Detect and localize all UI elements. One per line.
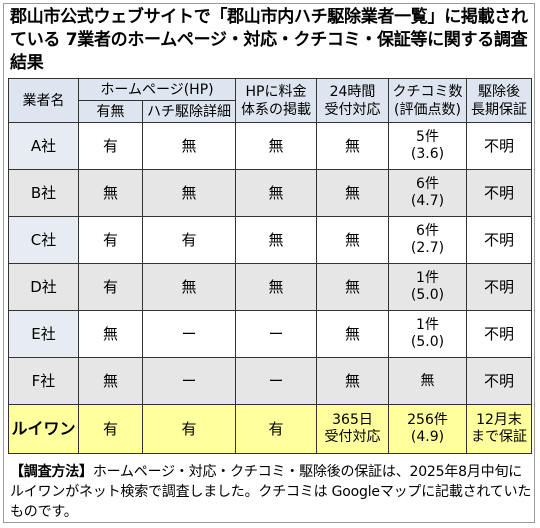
- reviews-cell: 無: [388, 357, 468, 405]
- table-row: A社 有 無 無 無 5件 (3.6) 不明: [8, 122, 533, 170]
- table-row: F社 無 ー ー 無 無 不明: [8, 357, 533, 405]
- note-label: 【調査方法】: [10, 464, 93, 480]
- company-name: F社: [8, 357, 79, 405]
- hp-detail-cell: 無: [141, 263, 237, 311]
- header-reviews: クチコミ数 (評価点数): [388, 78, 468, 123]
- reviews-cell: 5件 (3.6): [388, 122, 468, 170]
- reviews-cell: 6件 (2.7): [388, 216, 468, 264]
- price-cell: 無: [235, 122, 318, 170]
- header-hp-exists: 有無: [78, 100, 143, 123]
- h24-cell: 無: [316, 357, 390, 405]
- reviews-cell: 256件 (4.9): [388, 404, 468, 454]
- warranty-cell: 不明: [466, 169, 533, 217]
- warranty-cell: 不明: [466, 122, 533, 170]
- company-name: B社: [8, 169, 79, 217]
- page-frame: [3, 3, 535, 523]
- header-hp-detail: ハチ駆除詳細: [141, 100, 237, 123]
- company-name: ルイワン: [8, 404, 79, 454]
- hp-detail-cell: 有: [141, 404, 237, 454]
- price-cell: 有: [235, 404, 318, 454]
- warranty-cell: 不明: [466, 216, 533, 264]
- header-company: 業者名: [8, 78, 79, 123]
- hp-detail-cell: 無: [141, 169, 237, 217]
- survey-table: 業者名 ホームページ(HP) HPに料金 体系の掲載 24時間 受付対応 クチコミ数…: [8, 78, 533, 454]
- hp-exists-cell: 無: [78, 169, 143, 217]
- note-text: ホームページ・対応・クチコミ・駆除後の保証は、2025年8月中旬にルイワンがネッ…: [10, 464, 532, 520]
- h24-cell: 無: [316, 169, 390, 217]
- reviews-cell: 1件 (5.0): [388, 263, 468, 311]
- table-row: C社 有 有 無 無 6件 (2.7) 不明: [8, 216, 533, 264]
- hp-detail-cell: ー: [141, 357, 237, 405]
- h24-cell: 無: [316, 122, 390, 170]
- company-name: A社: [8, 122, 79, 170]
- warranty-cell: 不明: [466, 263, 533, 311]
- h24-cell: 無: [316, 310, 390, 358]
- price-cell: ー: [235, 357, 318, 405]
- hp-detail-cell: 無: [141, 122, 237, 170]
- hp-exists-cell: 有: [78, 263, 143, 311]
- hp-detail-cell: 有: [141, 216, 237, 264]
- reviews-cell: 6件 (4.7): [388, 169, 468, 217]
- hp-exists-cell: 有: [78, 404, 143, 454]
- header-24h: 24時間 受付対応: [316, 78, 390, 123]
- price-cell: 無: [235, 216, 318, 264]
- table-row: E社 無 ー ー 無 1件 (5.0) 不明: [8, 310, 533, 358]
- hp-exists-cell: 有: [78, 122, 143, 170]
- price-cell: 無: [235, 263, 318, 311]
- price-cell: 無: [235, 169, 318, 217]
- h24-cell: 365日 受付対応: [316, 404, 390, 454]
- header-price: HPに料金 体系の掲載: [235, 78, 318, 123]
- hp-exists-cell: 有: [78, 216, 143, 264]
- warranty-cell: 12月末 まで保証: [466, 404, 533, 454]
- header-hp-group: ホームページ(HP): [77, 78, 237, 101]
- table-row-highlight: ルイワン 有 有 有 365日 受付対応 256件 (4.9) 12月末 まで保証: [8, 404, 533, 454]
- reviews-cell: 1件 (5.0): [388, 310, 468, 358]
- h24-cell: 無: [316, 216, 390, 264]
- h24-cell: 無: [316, 263, 390, 311]
- header-warranty: 駆除後 長期保証: [466, 78, 533, 123]
- page-title: 郡山市公式ウェブサイトで「郡山市内ハチ駆除業者一覧」に掲載されている 7業者のホ…: [10, 7, 528, 73]
- company-name: C社: [8, 216, 79, 264]
- table-row: B社 無 無 無 無 6件 (4.7) 不明: [8, 169, 533, 217]
- company-name: E社: [8, 310, 79, 358]
- hp-exists-cell: 無: [78, 310, 143, 358]
- table-header: 業者名 ホームページ(HP) HPに料金 体系の掲載 24時間 受付対応 クチコミ数…: [8, 78, 533, 123]
- price-cell: ー: [235, 310, 318, 358]
- warranty-cell: 不明: [466, 310, 533, 358]
- hp-detail-cell: ー: [141, 310, 237, 358]
- hp-exists-cell: 無: [78, 357, 143, 405]
- warranty-cell: 不明: [466, 357, 533, 405]
- survey-method-note: 【調査方法】ホームページ・対応・クチコミ・駆除後の保証は、2025年8月中旬にル…: [10, 462, 532, 522]
- company-name: D社: [8, 263, 79, 311]
- table-row: D社 有 無 無 無 1件 (5.0) 不明: [8, 263, 533, 311]
